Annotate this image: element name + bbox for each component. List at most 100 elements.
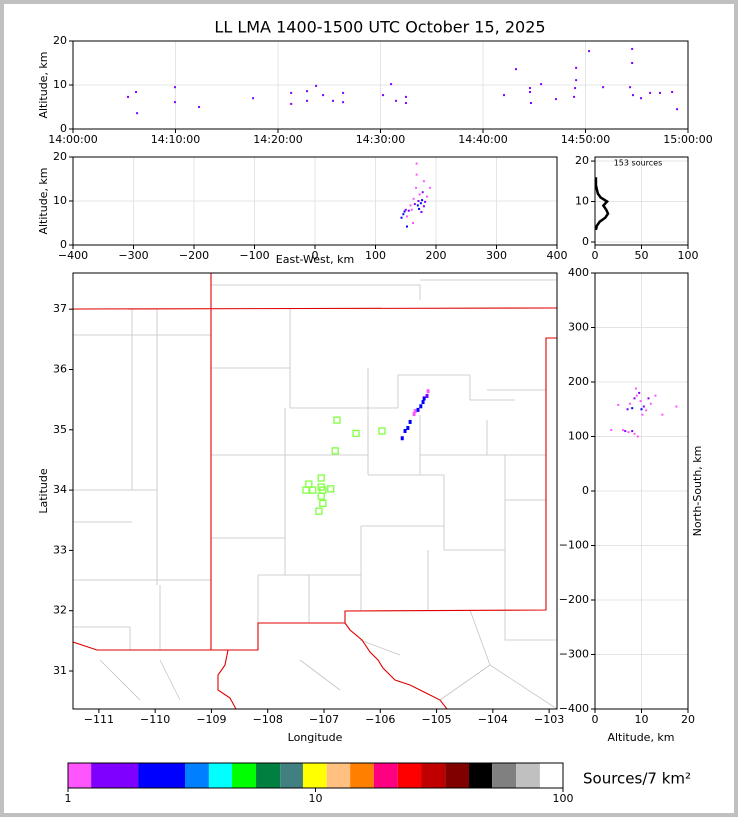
- x-tick-label: 14:50:00: [561, 133, 610, 146]
- source-density: [413, 409, 417, 414]
- x-tick-label: 10: [635, 713, 649, 726]
- source-point: [402, 213, 405, 216]
- source-point: [528, 91, 531, 94]
- source-point: [422, 205, 425, 208]
- x-tick-label: −109: [196, 713, 226, 726]
- source-point: [514, 68, 517, 71]
- source-point: [676, 108, 679, 111]
- state-borders: [73, 273, 557, 709]
- x-tick-label: 10: [309, 792, 323, 805]
- source-point: [671, 91, 674, 94]
- source-point: [574, 87, 577, 90]
- y-tick-label: 20: [53, 150, 67, 163]
- colorbar-segment: [91, 763, 139, 788]
- y-tick-label: 0: [60, 238, 67, 251]
- source-point: [635, 394, 638, 397]
- colorbar-segment: [492, 763, 517, 788]
- source-point: [409, 204, 412, 207]
- colorbar-segment: [302, 763, 327, 788]
- x-tick-label: −106: [365, 713, 395, 726]
- station: [315, 507, 323, 515]
- x-tick-label: −110: [140, 713, 170, 726]
- source-density: [408, 419, 412, 424]
- y-tick-label: 0: [60, 122, 67, 135]
- source-point: [290, 102, 293, 105]
- x-tick-label: 1: [65, 792, 72, 805]
- source-point: [647, 397, 650, 400]
- colorbar-segment: [421, 763, 446, 788]
- x-tick-label: 100: [553, 792, 574, 805]
- station: [327, 485, 335, 493]
- x-tick-label: 15:00:00: [663, 133, 712, 146]
- x-axis-label: Altitude, km: [607, 731, 674, 744]
- map-boundaries: [73, 273, 557, 709]
- colorbar-segment: [468, 763, 493, 788]
- colorbar-segment: [280, 763, 303, 788]
- station: [378, 427, 386, 435]
- x-tick-label: 200: [426, 249, 447, 262]
- x-tick-label: 400: [547, 249, 568, 262]
- x-tick-label: 14:00:00: [48, 133, 97, 146]
- y-axis-label: North-South, km: [691, 446, 704, 537]
- source-point: [315, 84, 318, 87]
- source-point: [252, 97, 255, 100]
- y-tick-label: 300: [568, 321, 589, 334]
- source-point: [127, 95, 130, 98]
- source-point: [425, 195, 428, 198]
- colorbar-segment: [232, 763, 257, 788]
- source-point: [419, 202, 422, 205]
- x-tick-label: 14:20:00: [253, 133, 302, 146]
- y-tick-label: 100: [568, 430, 589, 443]
- source-point: [415, 173, 418, 176]
- station: [317, 474, 325, 482]
- source-point: [503, 94, 506, 97]
- station: [352, 429, 360, 438]
- source-point: [416, 204, 419, 207]
- source-point: [621, 428, 624, 431]
- y-tick-label: 0: [582, 235, 589, 248]
- source-point: [645, 409, 648, 412]
- source-point: [400, 216, 403, 219]
- x-tick-label: −400: [58, 249, 88, 262]
- x-tick-label: 0: [592, 713, 599, 726]
- y-tick-label: −400: [559, 702, 589, 715]
- source-point: [602, 86, 605, 89]
- source-point: [415, 186, 418, 189]
- source-point: [418, 207, 421, 210]
- colorbar-segment: [516, 763, 540, 788]
- x-tick-label: −100: [239, 249, 269, 262]
- source-point: [633, 397, 636, 400]
- colorbar-label: Sources/7 km²: [583, 770, 691, 788]
- source-point: [417, 200, 420, 202]
- y-axis-label: Altitude, km: [37, 51, 50, 118]
- x-tick-label: 0: [312, 249, 319, 262]
- source-point: [382, 94, 385, 97]
- station: [302, 486, 310, 494]
- source-point: [173, 86, 176, 89]
- source-point: [631, 62, 634, 64]
- y-tick-label: 31: [53, 664, 67, 677]
- source-point: [390, 83, 393, 86]
- source-point: [554, 98, 557, 101]
- source-density: [422, 396, 426, 401]
- source-point: [422, 180, 425, 183]
- colorbar-segment: [185, 763, 209, 788]
- source-point: [642, 405, 645, 408]
- y-tick-label: 0: [582, 484, 589, 497]
- source-density: [403, 428, 407, 433]
- source-point: [407, 209, 410, 212]
- y-tick-label: 200: [568, 375, 589, 388]
- x-tick-label: 14:40:00: [458, 133, 507, 146]
- source-point: [540, 83, 543, 86]
- source-point: [342, 101, 345, 104]
- colorbar-segment: [397, 763, 422, 788]
- x-tick-label: 14:30:00: [356, 133, 405, 146]
- source-density: [412, 412, 416, 417]
- source-point: [410, 208, 413, 211]
- x-tick-label: −111: [84, 713, 114, 726]
- x-tick-label: 14:10:00: [151, 133, 200, 146]
- source-point: [332, 99, 335, 102]
- x-axis-label: East-West, km: [276, 253, 354, 266]
- x-axis-label: Longitude: [288, 731, 343, 744]
- source-point: [649, 402, 652, 405]
